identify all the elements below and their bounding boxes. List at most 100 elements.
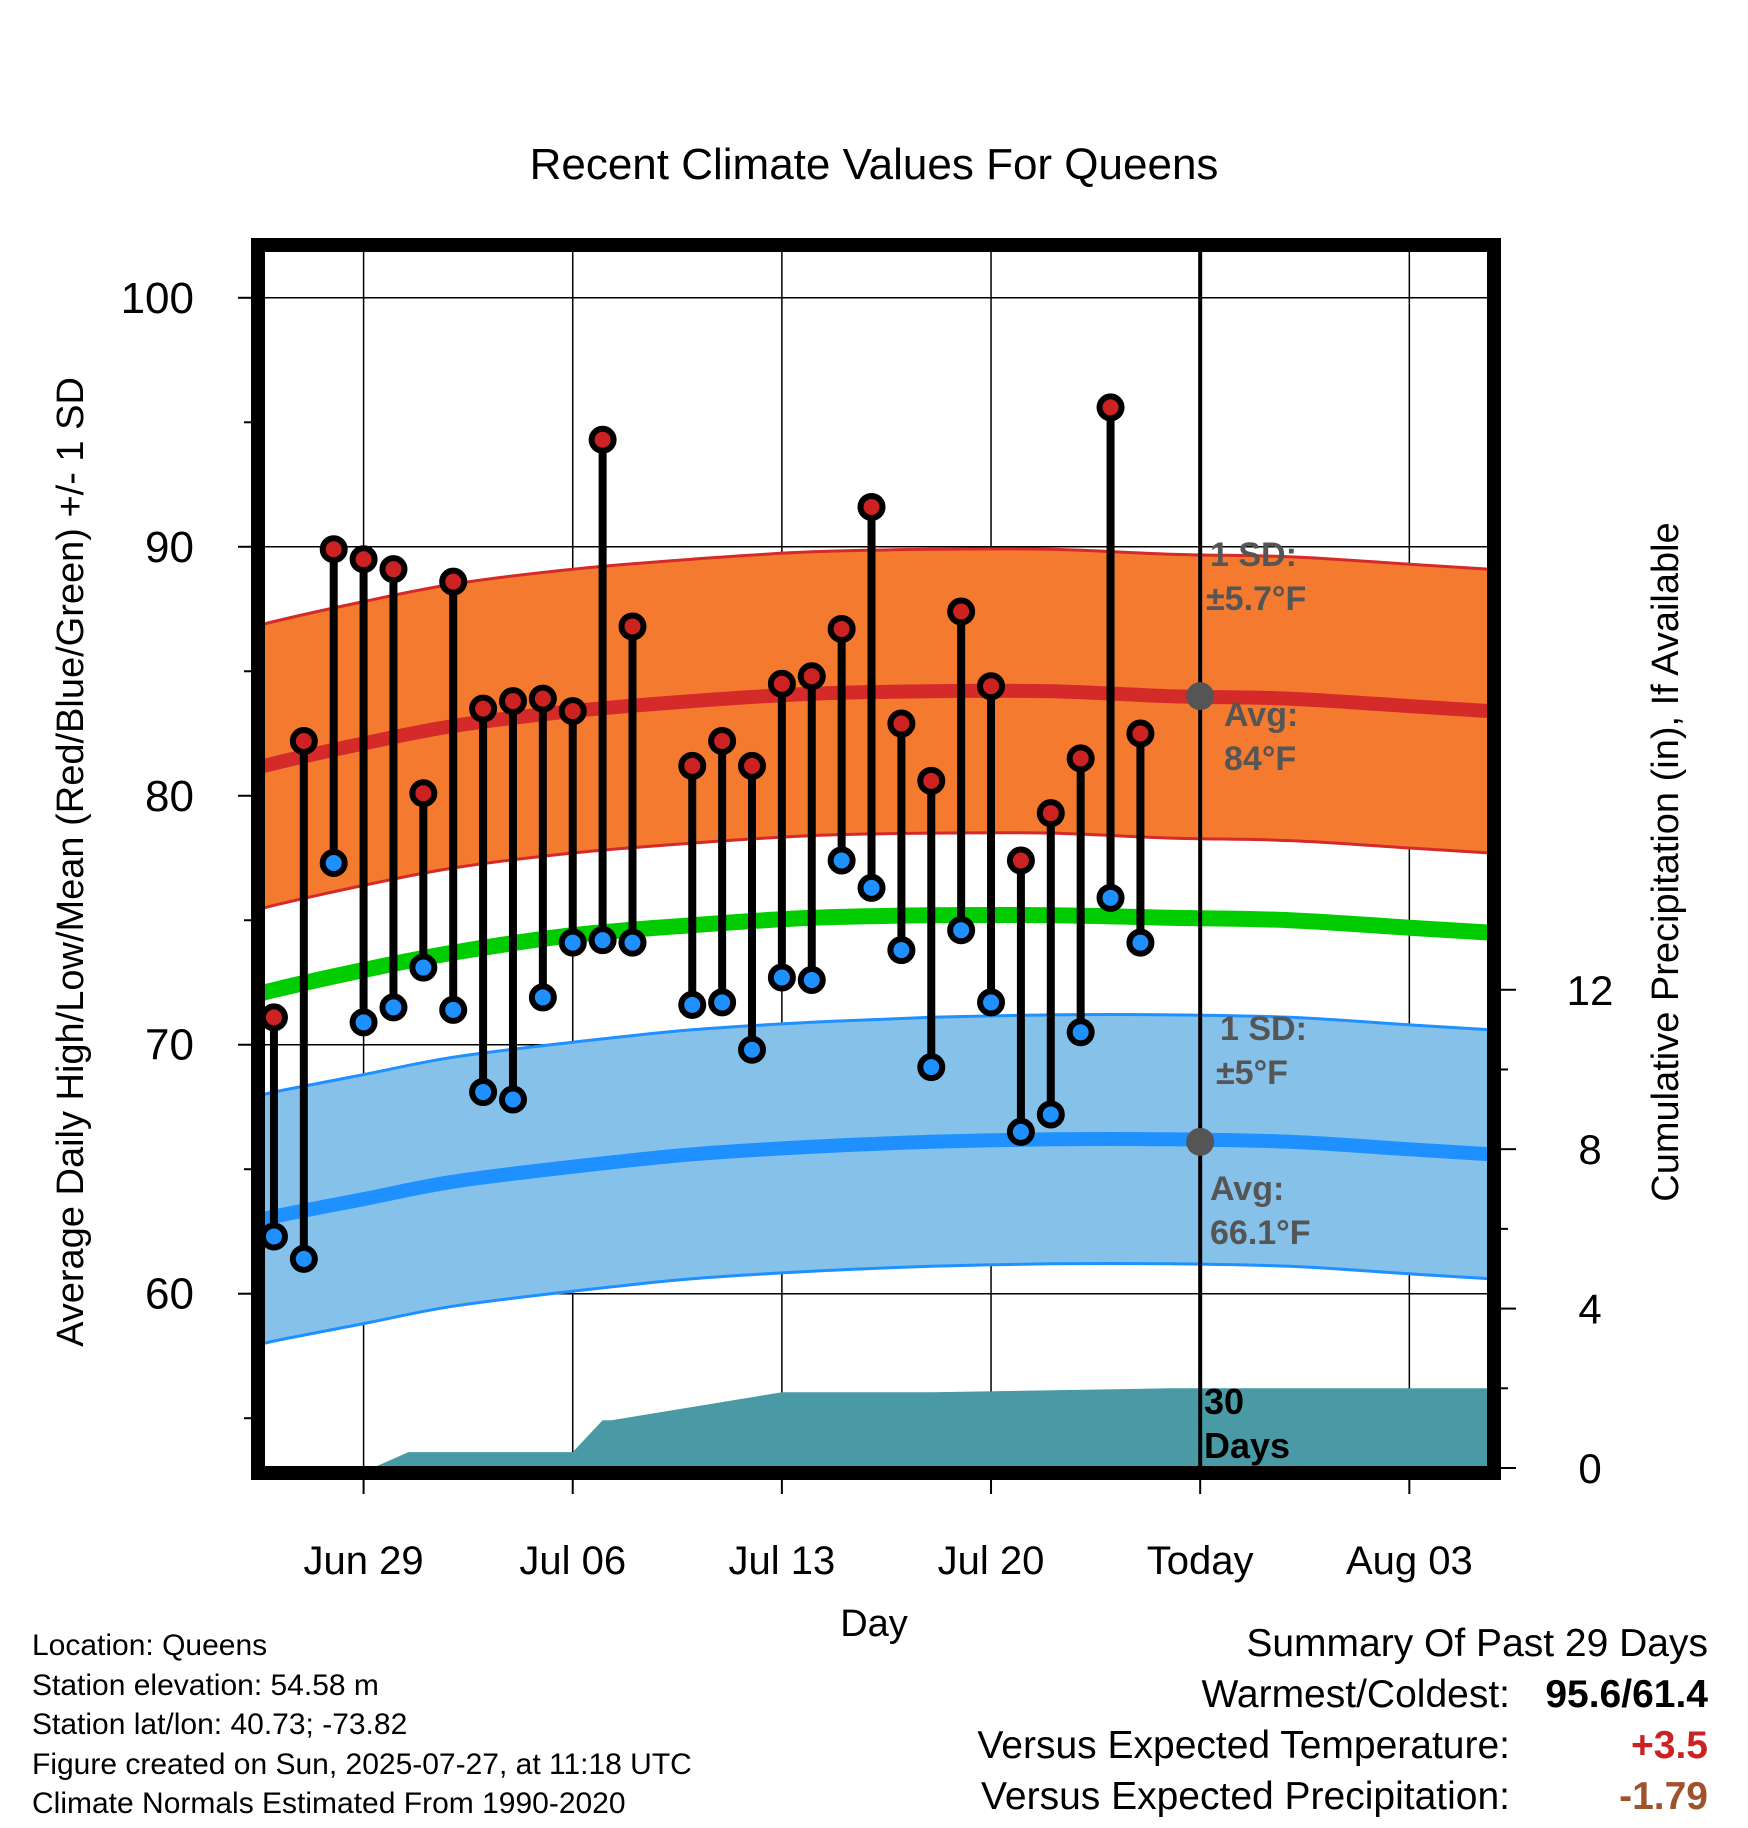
- low-point: [1006, 1117, 1035, 1146]
- temp-anomaly-value: +3.5: [1631, 1724, 1708, 1767]
- high-point: [827, 614, 856, 643]
- x-tick-label: Jun 29: [304, 1539, 424, 1583]
- high-point: [1066, 744, 1095, 773]
- high-point: [738, 751, 767, 780]
- warmest-coldest-label: Warmest/Coldest:: [1201, 1673, 1510, 1716]
- precip-anomaly-label: Versus Expected Precipitation:: [981, 1775, 1510, 1818]
- low-point: [857, 873, 886, 902]
- today-low-avg-dot: [1186, 1127, 1215, 1156]
- low-point: [887, 936, 916, 965]
- created-text: Figure created on Sun, 2025-07-27, at 11…: [32, 1747, 692, 1781]
- low-point: [1036, 1100, 1065, 1129]
- low-point: [827, 846, 856, 875]
- x-tick-label: Today: [1147, 1539, 1254, 1583]
- low-point: [469, 1078, 498, 1107]
- low-point: [498, 1085, 527, 1114]
- precip-anomaly-row: Versus Expected Precipitation: -1.79: [977, 1771, 1708, 1822]
- low-point: [1066, 1018, 1095, 1047]
- high-point: [947, 597, 976, 626]
- daily-observations: [259, 393, 1155, 1273]
- y2-tick-label: 4: [1578, 1286, 1601, 1333]
- low-point: [977, 988, 1006, 1017]
- high-point: [887, 709, 916, 738]
- low-point: [1126, 928, 1155, 957]
- x-tick-label: Jul 20: [938, 1539, 1045, 1583]
- low-sd-band: [262, 1014, 1490, 1345]
- high-point: [678, 751, 707, 780]
- low-point: [259, 1222, 288, 1251]
- low-point: [409, 953, 438, 982]
- high-point: [767, 669, 796, 698]
- low-point: [439, 995, 468, 1024]
- low-avg-label: Avg:: [1210, 1170, 1284, 1208]
- axes: 60 70 80 90 100 0 4 8 12 Jun 29 Jul 06 Jul 13 Jul 20…: [121, 274, 1614, 1583]
- x-tick-label: Aug 03: [1346, 1539, 1473, 1583]
- normal-high-line: [262, 683, 1490, 775]
- normal-mean-line: [262, 907, 1490, 1003]
- high-avg-value: 84°F: [1224, 740, 1296, 778]
- low-point: [289, 1244, 318, 1273]
- low-sd-band-lower-edge: [262, 1262, 1490, 1346]
- y2-axis-label: Cumulative Precipitation (in), If Availa…: [1645, 522, 1687, 1201]
- high-sd-band-lower-edge: [262, 831, 1490, 911]
- plot-frame: [251, 238, 1501, 1480]
- low-avg-value: 66.1°F: [1210, 1214, 1311, 1252]
- precipitation-area: [372, 1388, 1490, 1468]
- high-point: [289, 726, 318, 755]
- temp-anomaly-label: Versus Expected Temperature:: [977, 1724, 1510, 1767]
- high-point: [409, 779, 438, 808]
- y-tick-label: 60: [145, 1270, 194, 1319]
- high-point: [708, 726, 737, 755]
- normal-low-line: [262, 1132, 1490, 1228]
- precip-days-number: 30: [1204, 1381, 1244, 1422]
- high-point: [977, 672, 1006, 701]
- normals-text: Climate Normals Estimated From 1990-2020: [32, 1787, 626, 1820]
- high-point: [558, 697, 587, 726]
- high-point: [588, 425, 617, 454]
- y-axis-label: Average Daily High/Low/Mean (Red/Blue/Gr…: [50, 377, 92, 1347]
- low-point: [319, 848, 348, 877]
- chart-title: Recent Climate Values For Queens: [530, 140, 1219, 189]
- y-tick-label: 90: [145, 523, 194, 572]
- low-point: [379, 993, 408, 1022]
- station-info: Location: Queens Station elevation: 54.5…: [32, 1626, 692, 1824]
- temp-anomaly-row: Versus Expected Temperature: +3.5: [977, 1720, 1708, 1771]
- high-point: [379, 555, 408, 584]
- low-point: [349, 1008, 378, 1037]
- y-tick-label: 100: [121, 274, 194, 323]
- y-tick-label: 80: [145, 772, 194, 821]
- low-point: [618, 928, 647, 957]
- high-sd-label: 1 SD:: [1210, 536, 1297, 574]
- precip-anomaly-value: -1.79: [1619, 1775, 1708, 1818]
- low-point: [738, 1035, 767, 1064]
- high-point: [498, 687, 527, 716]
- high-sd-value: ±5.7°F: [1206, 580, 1306, 618]
- low-point: [678, 990, 707, 1019]
- high-sd-band-upper-edge: [262, 547, 1490, 627]
- high-point: [857, 492, 886, 521]
- y2-tick-label: 0: [1578, 1445, 1601, 1492]
- x-tick-label: Jul 13: [729, 1539, 836, 1583]
- low-point: [917, 1053, 946, 1082]
- latlon-text: Station lat/lon: 40.73; -73.82: [32, 1708, 408, 1741]
- precip-days-label: Days: [1204, 1425, 1290, 1466]
- high-point: [1006, 846, 1035, 875]
- high-point: [319, 535, 348, 564]
- x-tick-label: Jul 06: [519, 1539, 626, 1583]
- high-point: [797, 662, 826, 691]
- y2-tick-label: 12: [1567, 967, 1614, 1014]
- high-point: [1126, 719, 1155, 748]
- low-point: [797, 966, 826, 994]
- high-avg-label: Avg:: [1224, 696, 1298, 734]
- warmest-coldest-row: Warmest/Coldest: 95.6/61.4: [977, 1669, 1708, 1720]
- y2-tick-label: 8: [1578, 1126, 1601, 1173]
- high-point: [259, 1003, 288, 1032]
- high-point: [528, 684, 557, 713]
- low-sd-label: 1 SD:: [1220, 1010, 1307, 1048]
- low-point: [708, 988, 737, 1017]
- low-point: [588, 926, 617, 955]
- y-tick-label: 70: [145, 1021, 194, 1070]
- low-point: [528, 983, 557, 1012]
- high-point: [1096, 393, 1125, 422]
